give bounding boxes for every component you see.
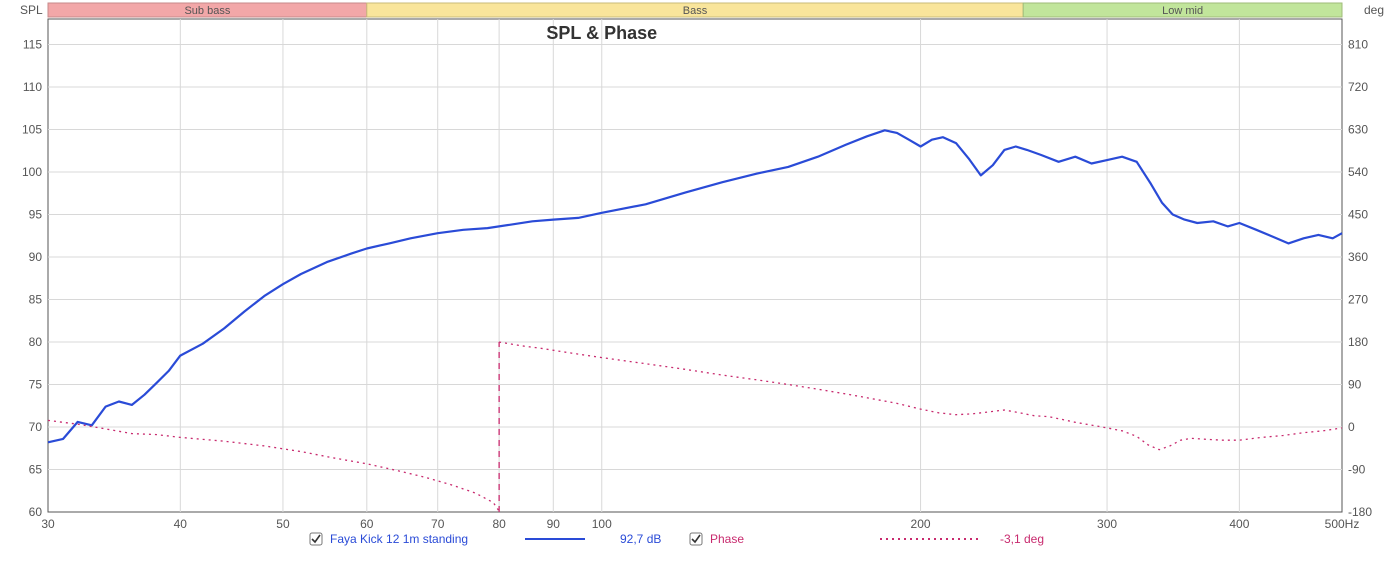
y-left-tick: 115 <box>23 38 42 52</box>
y-left-tick: 80 <box>29 335 43 349</box>
y-left-tick: 95 <box>29 208 43 222</box>
plot-border <box>48 19 1342 512</box>
y-right-tick: 630 <box>1348 123 1368 137</box>
legend-text: Faya Kick 12 1m standing <box>330 532 468 546</box>
y-left-tick: 100 <box>22 165 42 179</box>
x-tick: 50 <box>276 517 290 531</box>
y-right-tick: 450 <box>1348 208 1368 222</box>
y-right-tick: 540 <box>1348 165 1368 179</box>
y-right-label: deg <box>1364 3 1384 17</box>
spl-phase-chart: Sub bass Bass Low mid 60 65 70 75 80 85 90 95 100 10… <box>0 0 1384 564</box>
freq-band-label: Low mid <box>1162 5 1203 17</box>
y-left-label: SPL <box>20 3 43 17</box>
x-tick: 80 <box>492 517 506 531</box>
y-right-tick: 90 <box>1348 378 1362 392</box>
y-left-tick: 90 <box>29 250 43 264</box>
x-tick: 30 <box>41 517 55 531</box>
legend-text: -3,1 deg <box>1000 532 1044 546</box>
legend-text: Phase <box>710 532 744 546</box>
legend-checkbox[interactable] <box>690 533 702 545</box>
series-spl <box>48 130 1342 442</box>
freq-band-label: Bass <box>683 5 708 17</box>
y-left-tick: 70 <box>29 420 43 434</box>
x-tick: 60 <box>360 517 374 531</box>
x-tick: 70 <box>431 517 445 531</box>
series-phase <box>48 420 499 511</box>
y-right-tick: 270 <box>1348 293 1368 307</box>
freq-band-label: Sub bass <box>184 5 230 17</box>
y-right-tick: 180 <box>1348 335 1368 349</box>
y-left-tick: 65 <box>29 463 43 477</box>
x-tick: 100 <box>592 517 612 531</box>
legend-text: 92,7 dB <box>620 532 661 546</box>
x-tick: 400 <box>1229 517 1249 531</box>
y-right-tick: 810 <box>1348 38 1368 52</box>
y-right-tick: -90 <box>1348 463 1366 477</box>
y-right-tick: 0 <box>1348 420 1355 434</box>
y-left-tick: 75 <box>29 378 43 392</box>
x-tick: 90 <box>547 517 561 531</box>
chart-title: SPL & Phase <box>546 23 657 43</box>
x-tick: 40 <box>174 517 188 531</box>
x-tick: 300 <box>1097 517 1117 531</box>
legend-checkbox[interactable] <box>310 533 322 545</box>
y-left-tick: 105 <box>22 123 42 137</box>
y-left-tick: 60 <box>29 505 43 519</box>
y-left-tick: 110 <box>23 80 42 94</box>
x-tick: 200 <box>911 517 931 531</box>
x-tick: 500Hz <box>1325 517 1360 531</box>
y-left-tick: 85 <box>29 293 43 307</box>
y-right-tick: 360 <box>1348 250 1368 264</box>
y-right-tick: 720 <box>1348 80 1368 94</box>
